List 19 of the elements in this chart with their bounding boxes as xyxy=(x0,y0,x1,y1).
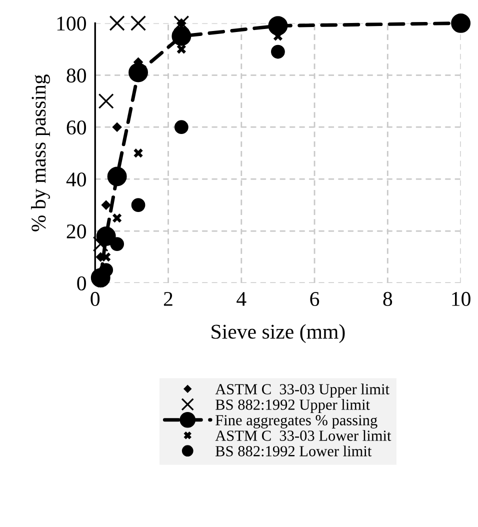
y-tick-label: 80 xyxy=(66,68,86,83)
x-axis-title: Sieve size (mm) xyxy=(212,324,345,344)
y-axis-title: % by mass passing xyxy=(31,74,50,232)
x-tick-label: 0 xyxy=(90,292,100,306)
legend-label: ASTM C 33-03 Upper limit xyxy=(215,384,390,398)
x-tick-label: 6 xyxy=(310,292,320,306)
x-tick-label: 10 xyxy=(452,292,470,306)
legend-label: BS 882:1992 Upper limit xyxy=(216,399,370,413)
y-tick-label: 0 xyxy=(77,276,86,290)
y-tick-label: 100 xyxy=(57,16,86,31)
legend-label: BS 882:1992 Lower limit xyxy=(216,446,372,456)
y-tick-label: 20 xyxy=(66,224,86,238)
y-tick-label: 40 xyxy=(66,172,86,187)
x-tick-label: 2 xyxy=(164,292,172,306)
x-tick-label: 4 xyxy=(236,292,246,306)
legend-label: ASTM C 33-03 Lower limit xyxy=(215,430,392,441)
y-tick-label: 60 xyxy=(66,120,86,135)
legend-label: Fine aggregates % passing xyxy=(216,415,378,428)
x-tick-label: 8 xyxy=(383,292,392,306)
